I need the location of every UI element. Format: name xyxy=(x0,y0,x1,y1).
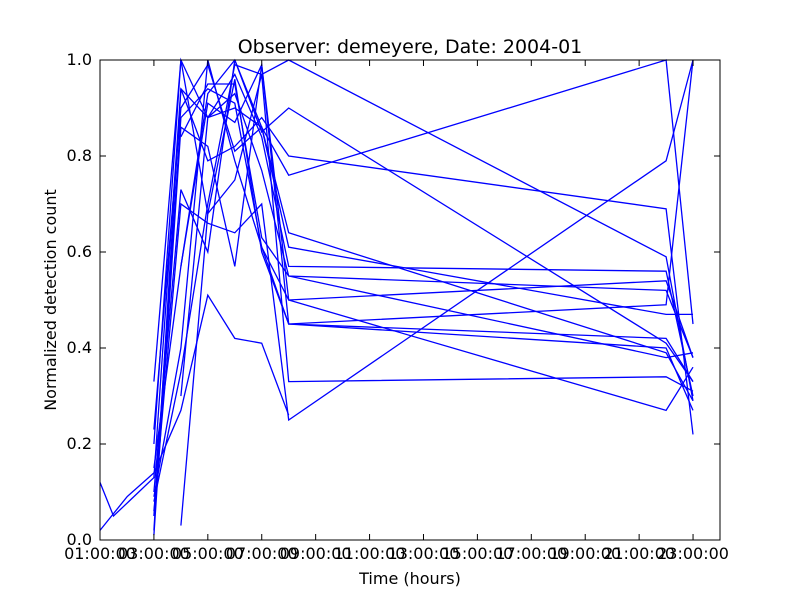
y-tick-label: 0.0 xyxy=(67,530,92,549)
x-tick-label: 17:00:00 xyxy=(495,544,567,563)
chart-title: Observer: demeyere, Date: 2004-01 xyxy=(238,36,583,58)
series-line-17 xyxy=(180,83,694,358)
y-axis-title: Normalized detection count xyxy=(41,189,60,411)
series-line-16 xyxy=(180,58,693,316)
y-tick-label: 0.4 xyxy=(67,338,92,357)
x-tick-label: 03:00:00 xyxy=(118,544,190,563)
series-line-9 xyxy=(153,64,694,536)
x-tick-label: 07:00:00 xyxy=(226,544,298,563)
x-tick-label: 19:00:00 xyxy=(549,544,621,563)
y-tick-label: 0.6 xyxy=(67,242,92,261)
y-tick-label: 1.0 xyxy=(67,50,92,69)
series-line-8 xyxy=(153,59,694,493)
plot-frame xyxy=(99,59,721,541)
y-tick-label: 0.2 xyxy=(67,434,92,453)
x-tick-label: 15:00:00 xyxy=(441,544,513,563)
series-line-7 xyxy=(153,87,694,517)
series-line-11 xyxy=(153,59,694,497)
x-tick-label: 13:00:00 xyxy=(388,544,460,563)
series-line-3 xyxy=(153,59,694,392)
x-tick-label: 01:00:00 xyxy=(64,544,136,563)
series-line-1 xyxy=(99,293,290,531)
series-line-15 xyxy=(180,92,694,397)
x-axis: 01:00:0003:00:0005:00:0007:00:0009:00:00… xyxy=(64,60,729,563)
series-layer xyxy=(99,57,694,536)
x-tick-label: 11:00:00 xyxy=(334,544,406,563)
series-line-2 xyxy=(99,73,694,518)
y-axis: 0.0 0.2 0.4 0.6 0.8 1.0 xyxy=(67,50,720,549)
x-tick-label: 23:00:00 xyxy=(657,544,729,563)
x-tick-label: 05:00:00 xyxy=(172,544,244,563)
series-line-4 xyxy=(153,63,694,430)
x-tick-label: 09:00:00 xyxy=(280,544,352,563)
series-line-14 xyxy=(180,59,694,526)
x-axis-title: Time (hours) xyxy=(358,569,461,588)
series-line-5 xyxy=(153,59,694,512)
y-tick-label: 0.8 xyxy=(67,146,92,165)
series-line-13 xyxy=(153,57,694,445)
x-tick-label: 21:00:00 xyxy=(603,544,675,563)
